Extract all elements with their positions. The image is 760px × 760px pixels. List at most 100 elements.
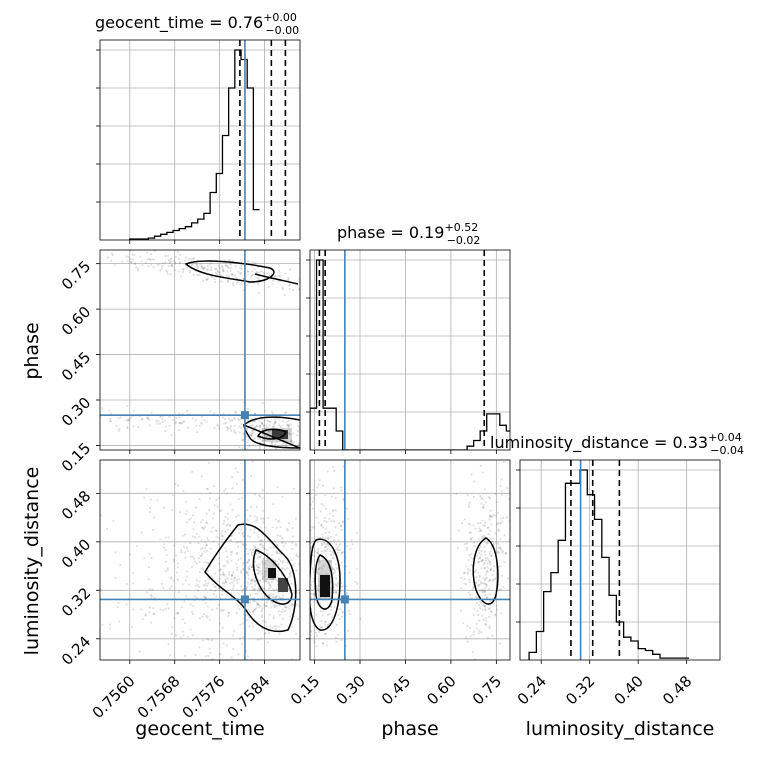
sample-point <box>500 517 503 520</box>
sample-point <box>233 424 236 427</box>
sample-point <box>222 565 225 568</box>
contour-left-inner <box>314 554 334 610</box>
sample-point <box>232 284 235 287</box>
sample-point <box>226 279 229 282</box>
sample-point <box>296 555 300 558</box>
sample-point <box>241 562 244 565</box>
sample-point <box>332 520 336 523</box>
sample-point <box>269 432 272 435</box>
sample-point <box>225 644 228 647</box>
sample-point <box>32 416 34 418</box>
sample-point <box>264 580 267 583</box>
sample-point <box>228 539 232 542</box>
sample-point <box>284 272 287 275</box>
sample-point <box>271 279 275 282</box>
sample-point <box>324 632 327 636</box>
sample-point <box>472 524 475 527</box>
histogram-geocent_time <box>129 49 260 240</box>
sample-point <box>253 609 256 612</box>
sample-point <box>205 278 209 281</box>
sample-point <box>482 590 485 594</box>
sample-point <box>480 496 483 499</box>
sample-point <box>273 624 276 627</box>
sample-point <box>302 424 304 426</box>
sample-point <box>254 426 257 429</box>
sample-point <box>260 422 264 425</box>
sample-point <box>302 582 304 584</box>
sample-point <box>325 644 328 647</box>
sample-point <box>288 429 291 432</box>
sample-point <box>178 421 181 425</box>
sample-point <box>332 508 335 512</box>
sample-point <box>177 429 180 432</box>
sample-point <box>318 567 321 570</box>
sample-point <box>500 548 503 551</box>
sample-point <box>456 546 459 550</box>
sample-point <box>242 289 245 292</box>
sample-point <box>212 593 216 596</box>
sample-point <box>275 594 279 598</box>
sample-point <box>258 590 261 593</box>
sample-point <box>224 421 227 425</box>
sample-point <box>276 544 279 547</box>
sample-point <box>221 529 224 533</box>
sample-point <box>206 269 209 272</box>
grid-luminosity_distance <box>520 460 720 660</box>
sample-point <box>307 620 309 622</box>
sample-point <box>156 263 159 267</box>
sample-point <box>191 258 195 261</box>
sample-point <box>150 595 154 598</box>
sample-point <box>167 536 170 539</box>
sample-point <box>489 529 492 533</box>
sample-point <box>499 522 503 525</box>
sample-point <box>183 551 186 554</box>
sample-point <box>246 509 249 512</box>
sample-point <box>263 632 266 635</box>
sample-point <box>269 595 272 598</box>
panel-geocent_time-vs-luminosity_distance <box>96 443 309 675</box>
sample-point <box>468 501 472 504</box>
sample-point <box>289 433 292 436</box>
sample-point <box>481 558 485 562</box>
sample-point <box>261 557 265 561</box>
sample-point <box>249 535 252 539</box>
sample-point <box>184 513 188 516</box>
sample-point <box>280 567 283 570</box>
sample-point <box>323 549 326 552</box>
sample-point <box>195 596 198 599</box>
sample-point <box>311 429 313 431</box>
sample-point <box>469 537 472 540</box>
sample-point <box>182 267 185 271</box>
sample-point <box>264 526 267 529</box>
sample-point <box>265 435 268 439</box>
sample-point <box>277 274 280 278</box>
sample-point <box>175 612 179 615</box>
sample-point <box>277 563 280 566</box>
sample-point <box>489 509 492 512</box>
sample-point <box>270 441 274 444</box>
sample-point <box>237 653 240 656</box>
sample-point <box>191 470 194 473</box>
sample-point <box>477 619 480 622</box>
sample-point <box>328 531 331 534</box>
sample-point <box>233 629 236 633</box>
sample-point <box>246 581 249 584</box>
sample-point <box>247 259 250 263</box>
sample-point <box>227 673 229 675</box>
sample-point <box>135 266 138 269</box>
sample-point <box>477 557 480 560</box>
sample-point <box>251 610 255 613</box>
sample-point <box>180 422 183 425</box>
sample-point <box>213 443 215 445</box>
sample-point <box>297 443 300 447</box>
sample-point <box>183 621 187 625</box>
sample-point <box>251 588 254 591</box>
sample-point <box>129 417 132 420</box>
sample-point <box>191 262 194 265</box>
sample-point <box>227 266 230 270</box>
sample-point <box>182 634 185 637</box>
sample-point <box>144 261 147 264</box>
sample-point <box>321 614 324 617</box>
panel-frame <box>519 459 721 661</box>
sample-point <box>331 514 335 517</box>
